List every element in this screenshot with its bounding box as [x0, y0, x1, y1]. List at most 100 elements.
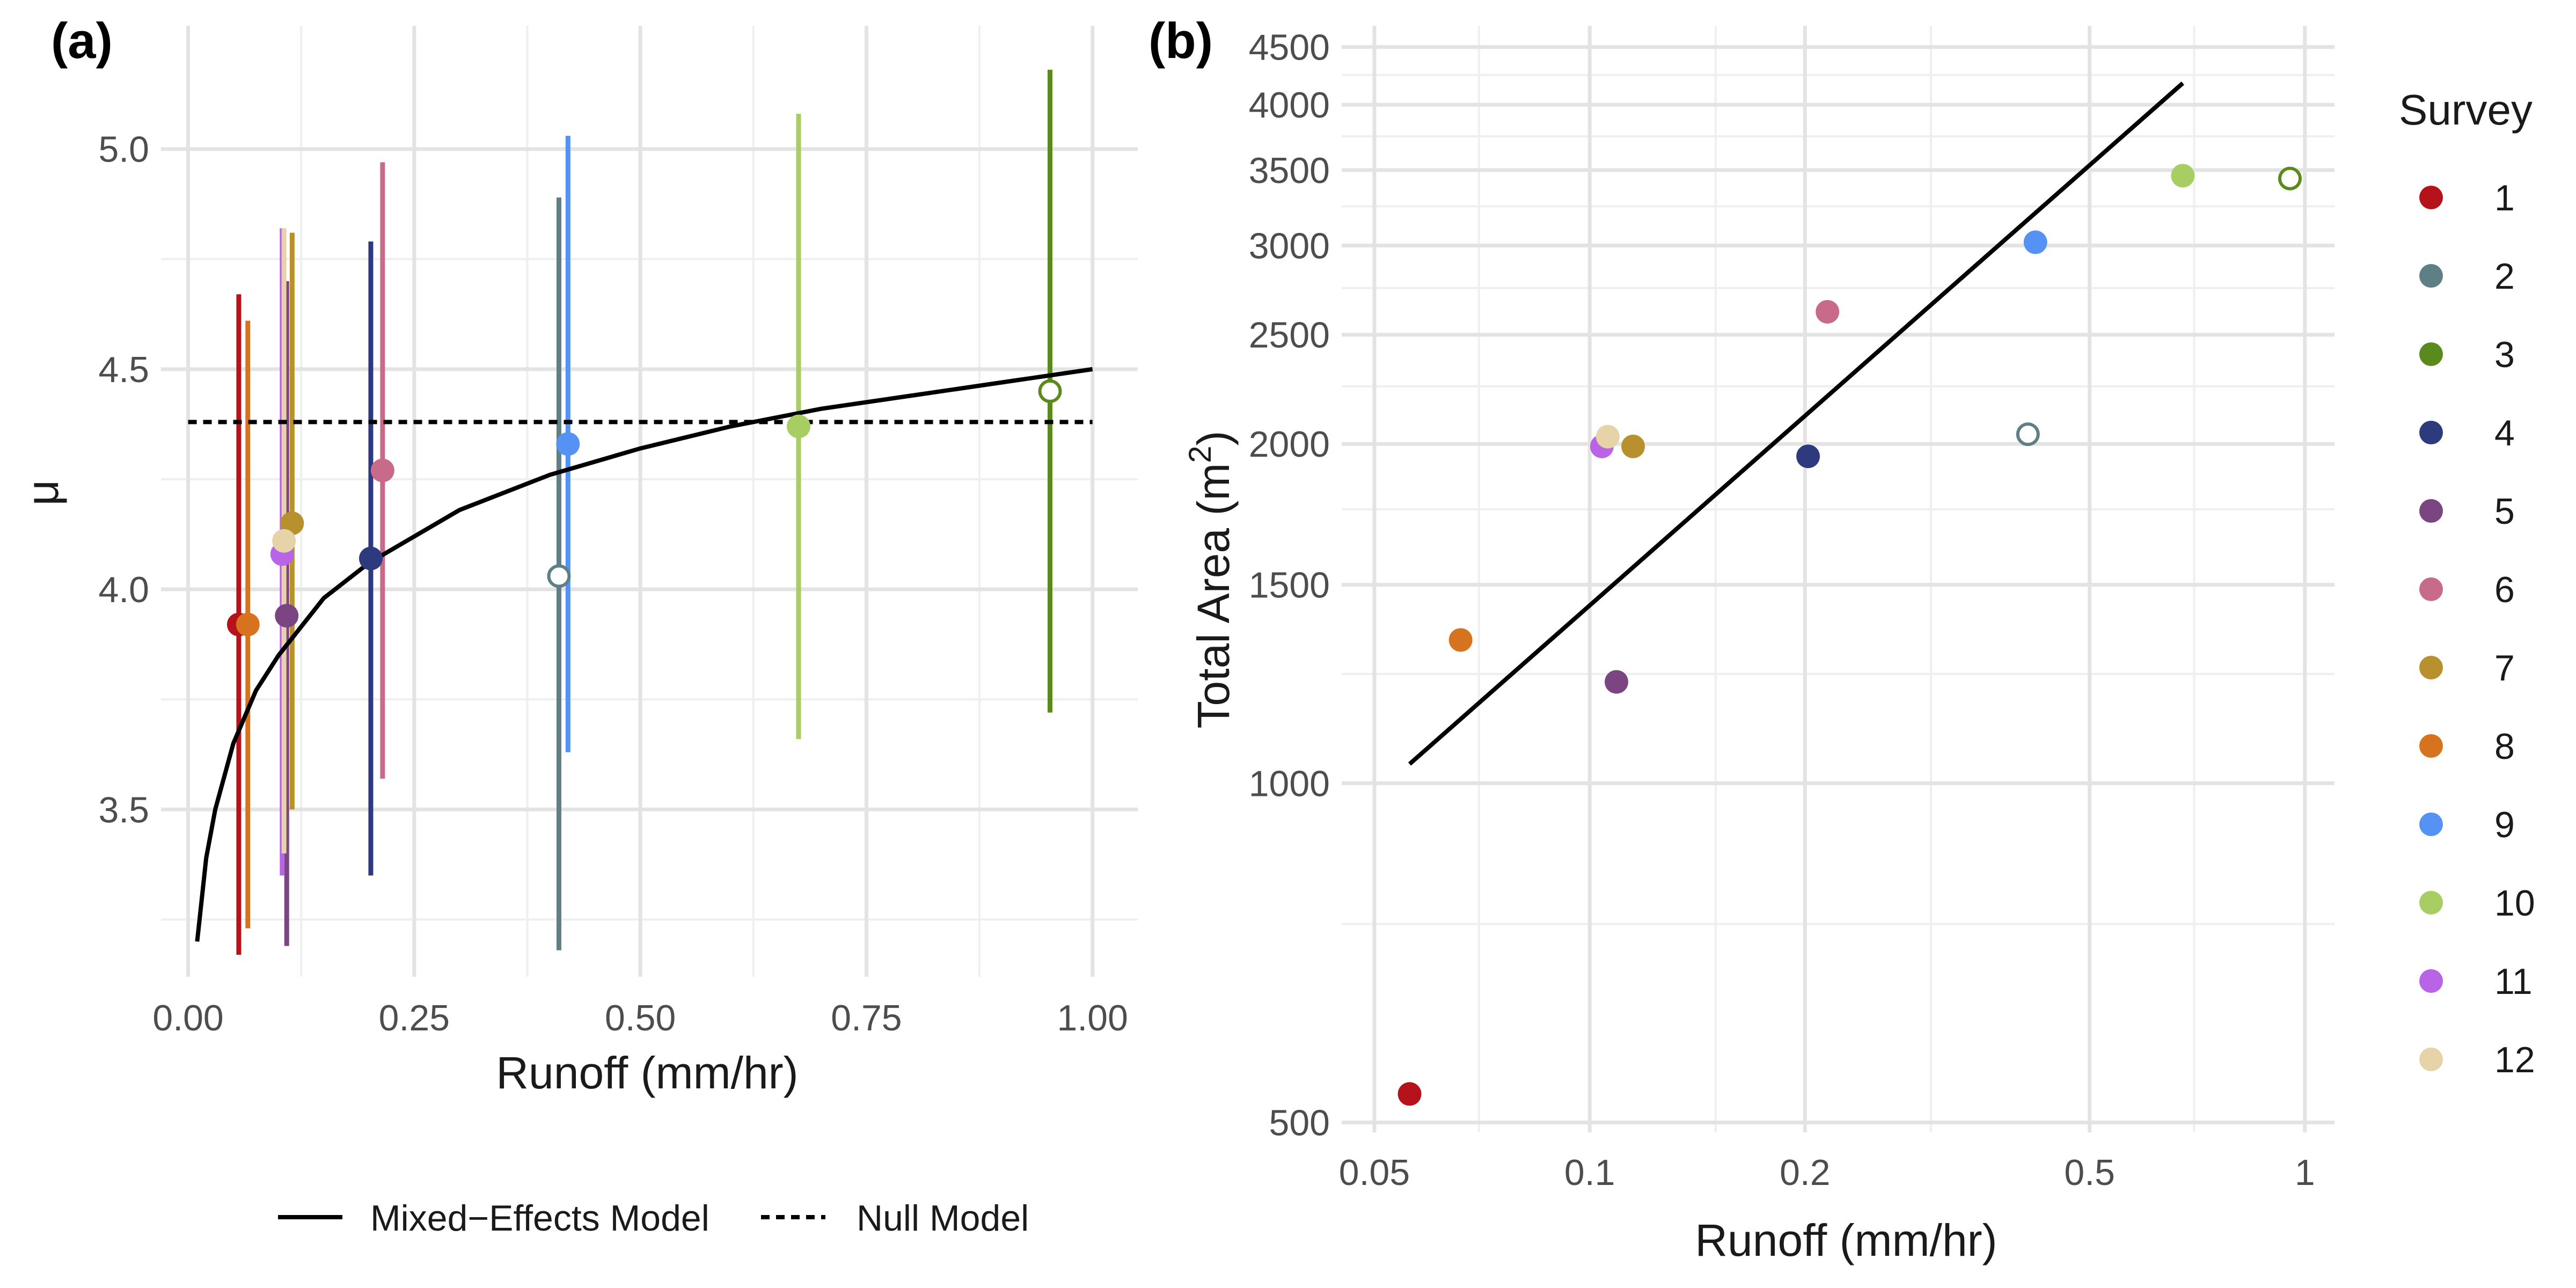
panel-b-fit-line [1408, 81, 2184, 766]
survey-legend-item-7: 7 [2419, 648, 2515, 689]
point-survey-6 [1816, 299, 1840, 324]
point-survey-9 [556, 432, 580, 456]
panel-b-y-axis-label: Total Area (m2) [1183, 430, 1239, 728]
survey-legend-label: 7 [2494, 648, 2515, 689]
panel-b-label: (b) [1148, 12, 1213, 69]
survey-legend-label: 6 [2494, 569, 2515, 610]
survey-legend-swatch [2419, 421, 2443, 444]
point-survey-7 [280, 511, 304, 536]
survey-legend-item-11: 11 [2419, 961, 2533, 1002]
y-tick-label: 3500 [1249, 150, 1330, 191]
survey-legend-item-3: 3 [2419, 334, 2515, 375]
survey-legend-item-1: 1 [2419, 178, 2515, 218]
legend-label-mixed-effects: Mixed−Effects Model [370, 1198, 709, 1239]
survey-legend-swatch [2419, 342, 2443, 366]
x-tick-label: 0.2 [1780, 1152, 1831, 1193]
survey-legend-label: 10 [2494, 883, 2535, 924]
x-tick-label: 1.00 [1057, 998, 1128, 1038]
legend-label-null-model: Null Model [857, 1198, 1029, 1239]
survey-legend-item-8: 8 [2419, 726, 2515, 767]
x-tick-label: 0.75 [831, 998, 902, 1038]
point-survey-7 [1621, 434, 1645, 458]
panel-a-y-axis-label: μ [17, 480, 68, 506]
x-tick-label: 0.1 [1564, 1152, 1615, 1193]
panel-b-y-axis-label-end: ) [1188, 430, 1239, 445]
survey-legend-swatch [2419, 891, 2443, 914]
survey-legend-swatch [2419, 969, 2443, 993]
point-survey-8 [1448, 628, 1473, 652]
survey-legend-label: 11 [2494, 961, 2533, 1002]
x-tick-label: 0.25 [379, 998, 450, 1038]
y-tick-label: 3000 [1249, 225, 1330, 266]
survey-legend-swatch [2419, 499, 2443, 523]
panel-a-grid [161, 26, 1138, 977]
survey-legend-item-9: 9 [2419, 804, 2515, 845]
point-survey-6 [370, 458, 394, 482]
y-tick-label: 4.0 [98, 569, 149, 610]
panel-a-model-lines [188, 367, 1093, 942]
point-survey-10 [787, 414, 811, 438]
panel-b: 0.05 0.1 0.2 0.5 1 500 1000 1500 2000 2500 3000 35… [1148, 12, 2334, 1265]
point-survey-12 [1596, 425, 1620, 449]
y-tick-label: 2000 [1249, 424, 1330, 465]
mixed-effects-curve [195, 367, 1093, 942]
panel-b-x-axis-label: Runoff (mm/hr) [1695, 1215, 1997, 1265]
panel-a-label: (a) [51, 12, 113, 69]
survey-legend-label: 12 [2494, 1040, 2535, 1080]
x-tick-label: 0.5 [2064, 1152, 2115, 1193]
survey-legend-swatch [2419, 264, 2443, 288]
y-tick-label: 1000 [1249, 763, 1330, 804]
panel-b-x-tick-labels: 0.05 0.1 0.2 0.5 1 [1339, 1152, 2315, 1193]
survey-legend-label: 3 [2494, 334, 2515, 375]
y-tick-label: 4000 [1249, 85, 1330, 126]
survey-legend-swatch [2419, 734, 2443, 758]
y-tick-label: 4.5 [98, 349, 149, 390]
point-survey-8 [236, 612, 260, 636]
panel-b-y-axis-label-superscript: 2 [1183, 445, 1218, 463]
survey-legend-swatch [2419, 813, 2443, 836]
x-tick-label: 0.50 [605, 998, 676, 1038]
y-tick-label: 3.5 [98, 789, 149, 830]
point-survey-9 [2023, 230, 2047, 254]
point-survey-12 [272, 529, 296, 553]
panel-a-y-tick-labels: 3.5 4.0 4.5 5.0 [98, 129, 149, 831]
fit-line [1408, 81, 2184, 766]
survey-legend-label: 1 [2494, 178, 2515, 218]
survey-legend-item-4: 4 [2419, 413, 2515, 453]
y-tick-label: 2500 [1249, 315, 1330, 356]
panel-b-y-tick-labels: 500 1000 1500 2000 2500 3000 3500 4000 4500 [1249, 27, 1330, 1144]
point-survey-4 [358, 546, 383, 570]
survey-legend-label: 8 [2494, 726, 2515, 767]
y-tick-label: 500 [1269, 1103, 1330, 1144]
point-survey-3 [1038, 379, 1062, 403]
y-tick-label: 4500 [1249, 27, 1330, 68]
panel-b-y-axis-label-main: Total Area (m [1188, 463, 1239, 729]
point-survey-3 [2278, 166, 2302, 191]
model-legend: Mixed−Effects Model Null Model [278, 1198, 1029, 1239]
x-tick-label: 1 [2295, 1152, 2315, 1193]
point-survey-4 [1796, 444, 1820, 469]
survey-legend-title: Survey [2399, 86, 2533, 134]
survey-legend-label: 5 [2494, 491, 2515, 532]
panel-b-points [1397, 164, 2302, 1106]
survey-legend-swatch [2419, 577, 2443, 601]
survey-legend-label: 4 [2494, 413, 2515, 453]
survey-legend-label: 2 [2494, 256, 2515, 297]
survey-legend-label: 9 [2494, 804, 2515, 845]
y-tick-label: 1500 [1249, 565, 1330, 606]
survey-legend-item-2: 2 [2419, 256, 2515, 297]
y-tick-label: 5.0 [98, 129, 149, 170]
point-survey-5 [275, 604, 299, 628]
x-tick-label: 0.05 [1339, 1152, 1410, 1193]
panel-a-x-axis-label: Runoff (mm/hr) [496, 1048, 798, 1098]
panel-a-x-tick-labels: 0.00 0.25 0.50 0.75 1.00 [152, 998, 1128, 1038]
point-survey-2 [547, 564, 571, 588]
survey-legend-item-5: 5 [2419, 491, 2515, 532]
point-survey-5 [1605, 670, 1629, 694]
survey-legend-swatch [2419, 1048, 2443, 1071]
point-survey-10 [2171, 164, 2195, 188]
panel-a-error-bars [236, 70, 1053, 955]
